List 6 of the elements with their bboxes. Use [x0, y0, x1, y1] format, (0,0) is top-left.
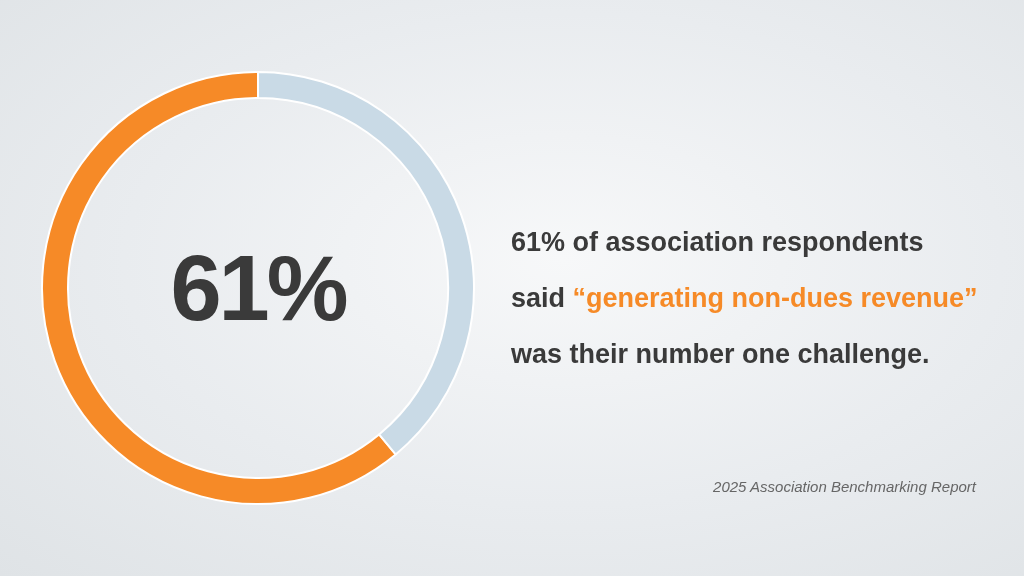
text: 61% [169, 237, 347, 339]
text: “generating non-dues revenue” [572, 283, 978, 313]
text: 61% of association respondents [511, 226, 925, 259]
text: was their number one challenge. [511, 338, 931, 371]
text: said [511, 283, 566, 313]
text: 2025 Association Benchmarking Report [713, 478, 976, 495]
